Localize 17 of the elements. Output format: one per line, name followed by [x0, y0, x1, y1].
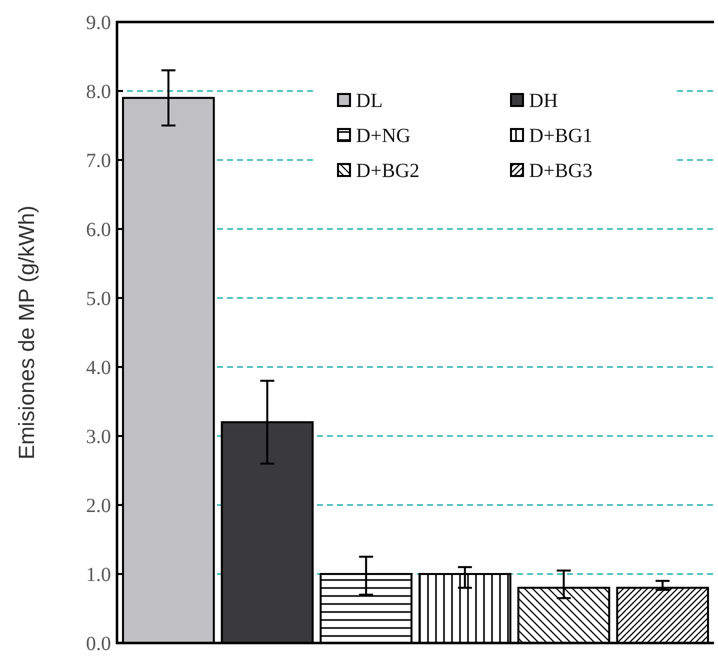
y-tick-label: 7.0 [86, 150, 111, 172]
y-tick-label: 0.0 [86, 633, 111, 655]
y-tick-label: 9.0 [86, 12, 111, 34]
legend-label: DH [529, 90, 558, 112]
legend-label: D+NG [356, 125, 411, 147]
legend-label: D+BG1 [529, 125, 593, 147]
y-tick-label: 1.0 [86, 564, 111, 586]
y-tick-label: 4.0 [86, 357, 111, 379]
y-tick-label: 6.0 [86, 219, 111, 241]
y-tick-label: 8.0 [86, 81, 111, 103]
legend-label: D+BG2 [356, 160, 420, 182]
legend-label: DL [356, 90, 383, 112]
y-tick-label: 3.0 [86, 426, 111, 448]
legend-label: D+BG3 [529, 160, 593, 182]
y-axis-title: Emisiones de MP (g/kWh) [14, 206, 39, 460]
y-tick-label: 5.0 [86, 288, 111, 310]
y-tick-label: 2.0 [86, 495, 111, 517]
